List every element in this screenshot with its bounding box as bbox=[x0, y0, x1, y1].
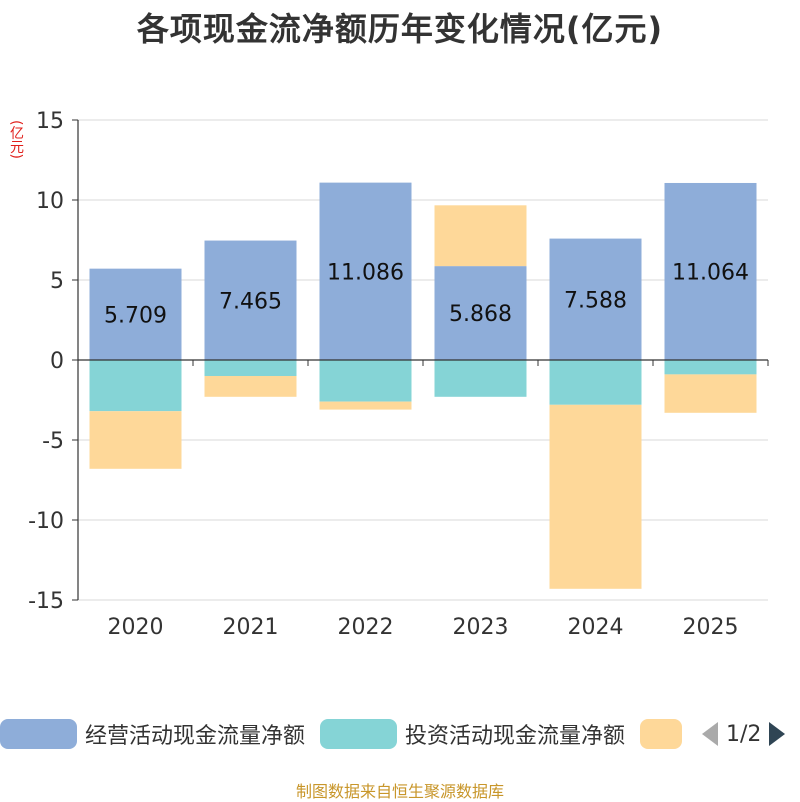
y-axis-unit: (亿元) bbox=[8, 120, 24, 159]
bar-financing bbox=[89, 411, 182, 469]
bar-chart: 15 10 5 0 -5 -10 -15 5.709 2020 7.465 2021 11.086 20… bbox=[28, 109, 769, 640]
data-label: 5.709 bbox=[104, 303, 167, 328]
bar-financing bbox=[549, 404, 642, 589]
legend-item-operating[interactable]: 经营活动现金流量净额 bbox=[0, 718, 305, 750]
bar-investing bbox=[664, 360, 757, 375]
y-tick-label: -15 bbox=[28, 589, 64, 614]
y-tick-label: 0 bbox=[50, 349, 64, 374]
bar-financing bbox=[434, 205, 527, 267]
bar-financing bbox=[204, 376, 297, 397]
triangle-right-icon[interactable] bbox=[767, 720, 787, 748]
legend-label-investing: 投资活动现金流量净额 bbox=[405, 724, 626, 749]
x-tick-label: 2022 bbox=[338, 615, 394, 640]
bar-investing bbox=[204, 360, 297, 376]
data-source-footer: 制图数据来自恒生聚源数据库 bbox=[295, 782, 504, 801]
y-tick-label: 10 bbox=[36, 189, 64, 214]
legend-pager: 1/2 bbox=[700, 718, 787, 750]
data-label: 11.086 bbox=[327, 260, 404, 285]
bar-operating bbox=[434, 266, 527, 360]
x-tick-label: 2020 bbox=[108, 615, 164, 640]
bar-investing bbox=[434, 360, 527, 397]
data-label: 11.064 bbox=[672, 260, 749, 285]
legend-page-indicator: 1/2 bbox=[726, 721, 762, 747]
bar-investing bbox=[549, 360, 642, 405]
legend-label-operating: 经营活动现金流量净额 bbox=[85, 724, 306, 749]
bar-operating bbox=[89, 268, 182, 360]
y-tick-label: 5 bbox=[50, 269, 64, 294]
x-tick-label: 2023 bbox=[453, 615, 509, 640]
legend-item-financing[interactable] bbox=[640, 718, 682, 750]
x-tick-label: 2025 bbox=[683, 615, 739, 640]
bar-financing bbox=[319, 401, 412, 410]
data-label: 7.588 bbox=[564, 288, 627, 313]
bar-investing bbox=[89, 360, 182, 412]
data-label: 5.868 bbox=[449, 302, 512, 327]
chart-title: 各项现金流净额历年变化情况(亿元) bbox=[136, 10, 664, 48]
bar-financing bbox=[664, 374, 757, 413]
legend-item-investing[interactable]: 投资活动现金流量净额 bbox=[320, 718, 625, 750]
bar-operating bbox=[204, 240, 297, 360]
legend-swatch-investing bbox=[320, 719, 397, 749]
x-tick-label: 2024 bbox=[568, 615, 624, 640]
bar-operating bbox=[549, 238, 642, 360]
legend-swatch-financing bbox=[640, 719, 682, 749]
y-tick-label: 15 bbox=[36, 109, 64, 134]
bar-investing bbox=[319, 360, 412, 402]
triangle-left-icon[interactable] bbox=[700, 720, 720, 748]
data-label: 7.465 bbox=[219, 289, 282, 314]
y-tick-label: -10 bbox=[28, 509, 64, 534]
legend-swatch-operating bbox=[0, 719, 77, 749]
y-tick-label: -5 bbox=[42, 429, 64, 454]
bar-operating bbox=[319, 182, 412, 360]
bar-operating bbox=[664, 182, 757, 360]
x-tick-label: 2021 bbox=[223, 615, 279, 640]
